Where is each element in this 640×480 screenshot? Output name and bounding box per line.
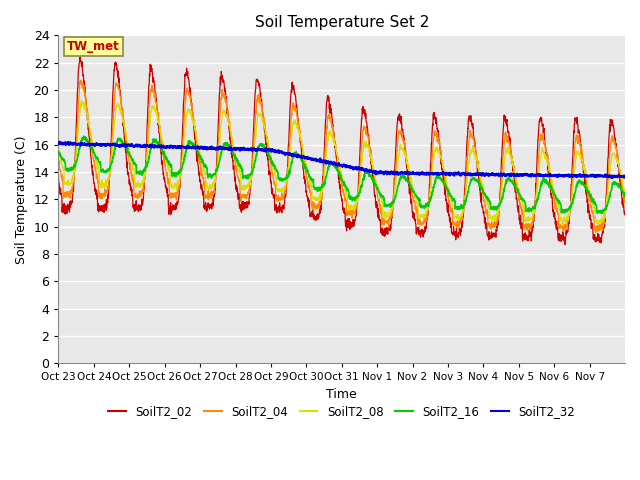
X-axis label: Time: Time [326, 388, 357, 401]
Y-axis label: Soil Temperature (C): Soil Temperature (C) [15, 135, 28, 264]
Legend: SoilT2_02, SoilT2_04, SoilT2_08, SoilT2_16, SoilT2_32: SoilT2_02, SoilT2_04, SoilT2_08, SoilT2_… [104, 401, 580, 423]
Text: TW_met: TW_met [67, 40, 120, 53]
Title: Soil Temperature Set 2: Soil Temperature Set 2 [255, 15, 429, 30]
